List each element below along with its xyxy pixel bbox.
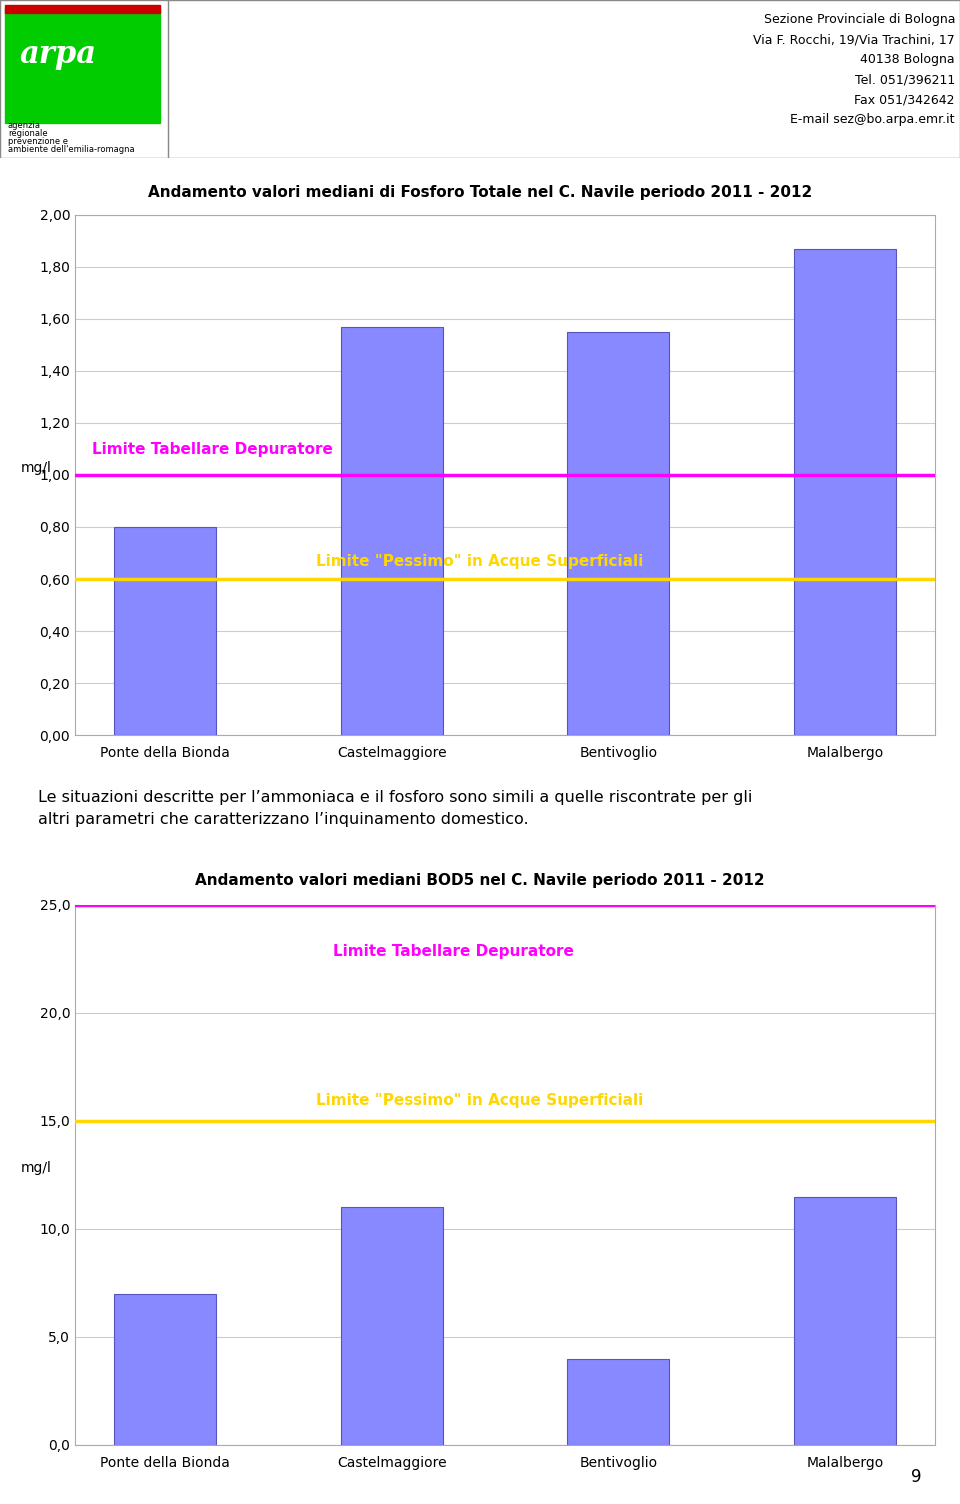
- Text: 9: 9: [911, 1468, 922, 1486]
- Text: Andamento valori mediani di Fosforo Totale nel C. Navile periodo 2011 - 2012: Andamento valori mediani di Fosforo Tota…: [148, 185, 812, 200]
- Text: Tel. 051/396211: Tel. 051/396211: [854, 74, 955, 87]
- Bar: [567, 1358, 669, 1445]
- Text: 40138 Bologna: 40138 Bologna: [860, 54, 955, 66]
- Bar: [567, 332, 669, 735]
- Text: Limite Tabellare Depuratore: Limite Tabellare Depuratore: [333, 945, 574, 960]
- Bar: [794, 248, 896, 735]
- Y-axis label: mg/l: mg/l: [21, 462, 52, 475]
- Bar: [341, 1208, 443, 1445]
- Text: Limite Tabellare Depuratore: Limite Tabellare Depuratore: [92, 442, 333, 457]
- Text: Via F. Rocchi, 19/Via Trachini, 17: Via F. Rocchi, 19/Via Trachini, 17: [754, 33, 955, 47]
- Text: Andamento valori mediani BOD5 nel C. Navile periodo 2011 - 2012: Andamento valori mediani BOD5 nel C. Nav…: [195, 872, 765, 887]
- Bar: [114, 1293, 216, 1445]
- Text: arpa: arpa: [20, 39, 97, 71]
- Bar: [5, 5, 160, 14]
- Text: regionale: regionale: [8, 129, 48, 138]
- Text: Sezione Provinciale di Bologna: Sezione Provinciale di Bologna: [763, 14, 955, 27]
- Text: Limite "Pessimo" in Acque Superficiali: Limite "Pessimo" in Acque Superficiali: [316, 553, 643, 569]
- Text: Fax 051/342642: Fax 051/342642: [854, 93, 955, 107]
- Bar: [794, 1197, 896, 1445]
- Text: ambiente dell'emilia-romagna: ambiente dell'emilia-romagna: [8, 144, 134, 153]
- Y-axis label: mg/l: mg/l: [21, 1161, 52, 1175]
- Bar: [114, 526, 216, 735]
- Bar: [5, 8, 160, 123]
- Text: E-mail sez@bo.arpa.emr.it: E-mail sez@bo.arpa.emr.it: [790, 113, 955, 126]
- Text: Le situazioni descritte per l’ammoniaca e il fosforo sono simili a quelle riscon: Le situazioni descritte per l’ammoniaca …: [38, 790, 753, 827]
- Bar: [341, 326, 443, 735]
- Text: agenzia: agenzia: [8, 120, 41, 129]
- Text: Limite "Pessimo" in Acque Superficiali: Limite "Pessimo" in Acque Superficiali: [316, 1093, 643, 1108]
- Text: prevenzione e: prevenzione e: [8, 137, 68, 146]
